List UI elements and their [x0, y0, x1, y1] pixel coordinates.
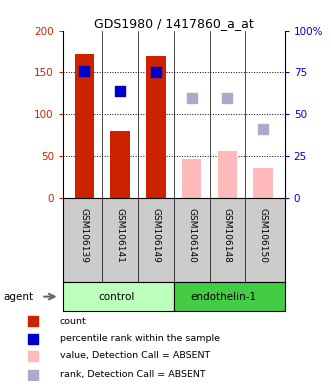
- Bar: [146, 56, 166, 198]
- Bar: [110, 131, 130, 198]
- Text: percentile rank within the sample: percentile rank within the sample: [60, 334, 219, 343]
- Point: [82, 68, 87, 74]
- Text: GSM106139: GSM106139: [80, 208, 89, 263]
- Bar: [174, 282, 285, 311]
- Bar: [217, 151, 237, 198]
- Text: count: count: [60, 317, 86, 326]
- Text: value, Detection Call = ABSENT: value, Detection Call = ABSENT: [60, 351, 210, 361]
- Point: [260, 126, 266, 132]
- Bar: [253, 168, 273, 198]
- Bar: [182, 159, 202, 198]
- Text: GSM106149: GSM106149: [151, 208, 161, 263]
- Text: GSM106140: GSM106140: [187, 208, 196, 263]
- Text: endothelin-1: endothelin-1: [191, 291, 257, 302]
- Point: [225, 94, 230, 101]
- Point: [189, 94, 194, 101]
- Point: [153, 69, 159, 75]
- Text: GSM106148: GSM106148: [223, 208, 232, 263]
- Bar: [74, 54, 94, 198]
- Point: [118, 88, 123, 94]
- Text: GSM106141: GSM106141: [116, 208, 124, 263]
- Text: rank, Detection Call = ABSENT: rank, Detection Call = ABSENT: [60, 370, 205, 379]
- Text: GSM106150: GSM106150: [259, 208, 268, 263]
- Title: GDS1980 / 1417860_a_at: GDS1980 / 1417860_a_at: [94, 17, 254, 30]
- Bar: [63, 282, 174, 311]
- Text: control: control: [98, 291, 135, 302]
- Text: agent: agent: [3, 291, 33, 302]
